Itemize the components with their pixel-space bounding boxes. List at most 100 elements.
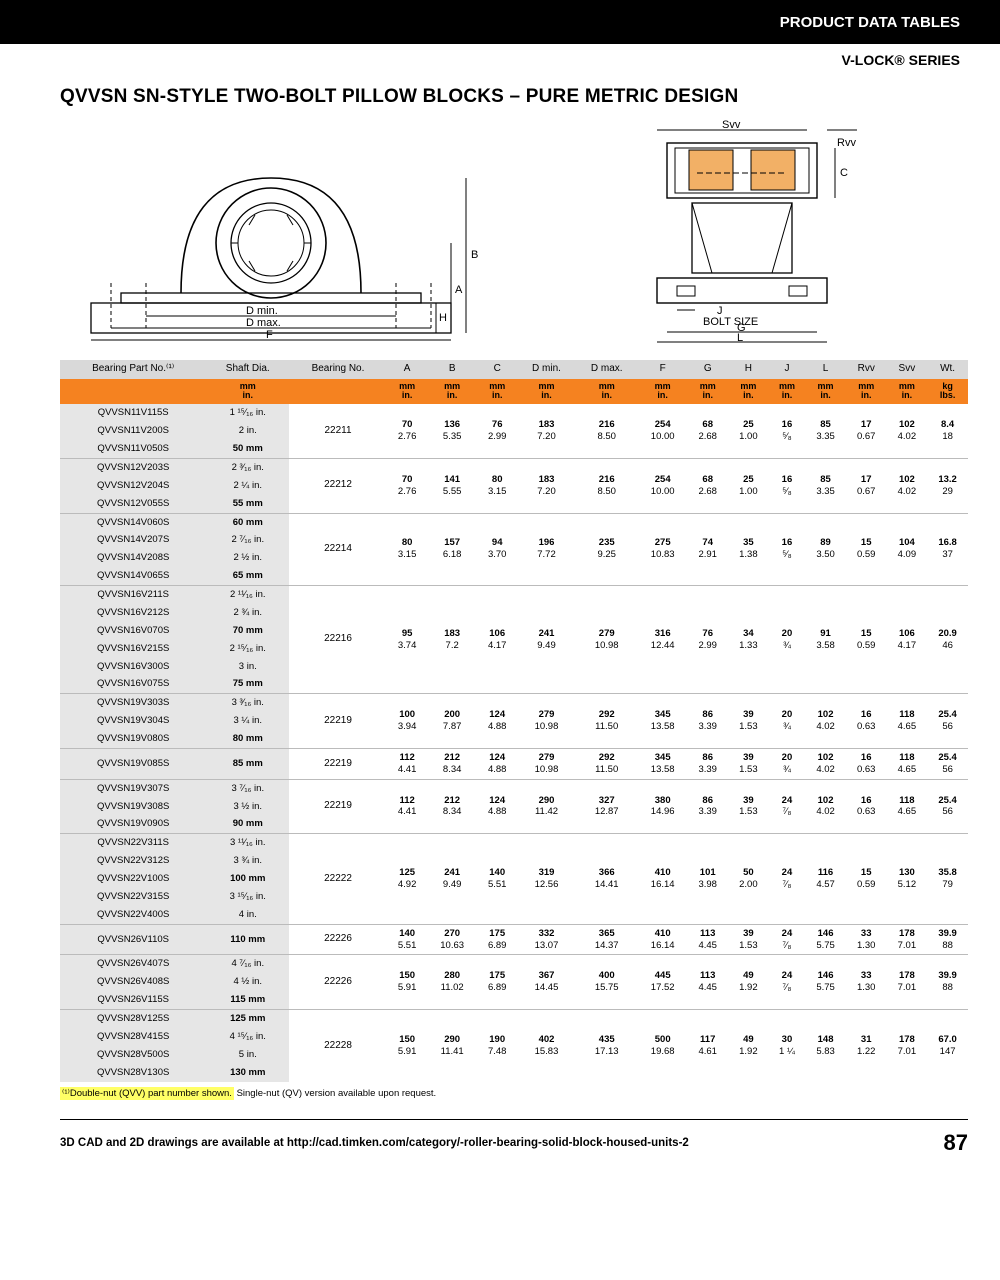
shaft-dia: 110 mm [206,924,289,955]
value-cell: 29211.50 [575,694,638,749]
svg-text:D max.: D max. [246,317,281,329]
col-header: Rvv [846,360,887,379]
value-cell: 863.39 [687,694,728,749]
value-cell: 27010.63 [427,924,476,955]
shaft-dia: 4 ¹⁵⁄₁₆ in. [206,1028,289,1046]
shaft-dia: 2 ¹⁵⁄₁₆ in. [206,640,289,658]
value-cell: 1967.72 [518,513,576,586]
value-cell: 762.99 [477,404,518,458]
svg-text:Rvv: Rvv [837,137,856,149]
footer-bar: 3D CAD and 2D drawings are available at … [60,1119,968,1156]
col-header: Svv [887,360,928,379]
value-cell: 943.70 [477,513,518,586]
part-no: QVVSN28V130S [60,1064,206,1082]
value-cell: 2007.87 [427,694,476,749]
value-cell: 1064.17 [887,586,928,694]
table-row: QVVSN14V060S60 mm22214803.151576.18943.7… [60,513,968,531]
value-cell: 25.456 [927,748,968,779]
part-no: QVVSN28V500S [60,1046,206,1064]
part-no: QVVSN12V204S [60,477,206,495]
table-row: QVVSN19V307S3 ⁷⁄₁₆ in.222191124.412128.3… [60,779,968,797]
top-bar: PRODUCT DATA TABLES [0,0,1000,44]
value-cell: 36614.41 [575,834,638,924]
value-cell: 351.38 [728,513,769,586]
value-cell: 1134.45 [687,955,728,1010]
unit-header: mmin. [206,379,289,405]
shaft-dia: 80 mm [206,730,289,748]
table-row: QVVSN28V125S125 mm222281505.9129011.4119… [60,1010,968,1028]
diagram-row: B A H D min. D max. F Svv Rvv [60,118,968,348]
value-cell: 2128.34 [427,779,476,834]
part-no: QVVSN14V207S [60,531,206,549]
value-cell: 27510.83 [638,513,687,586]
value-cell: 2419.49 [518,586,576,694]
value-cell: 1044.09 [887,513,928,586]
bearing-no: 22226 [289,955,387,1010]
value-cell: 8.418 [927,404,968,458]
part-no: QVVSN14V208S [60,549,206,567]
value-cell: 20¾ [769,586,806,694]
table-head: Bearing Part No.⁽¹⁾Shaft Dia.Bearing No.… [60,360,968,404]
value-cell: 251.00 [728,458,769,513]
value-cell: 863.39 [687,779,728,834]
part-no: QVVSN19V307S [60,779,206,797]
col-header: A [387,360,428,379]
value-cell: 50019.68 [638,1010,687,1082]
value-cell: 33213.07 [518,924,576,955]
shaft-dia: 3 ¹¹⁄₁₆ in. [206,834,289,852]
shaft-dia: 75 mm [206,675,289,693]
value-cell: 391.53 [728,924,769,955]
value-cell: 1787.01 [887,955,928,1010]
value-cell: 311.22 [846,1010,887,1082]
svg-text:H: H [439,312,447,324]
part-no: QVVSN19V308S [60,798,206,816]
part-no: QVVSN26V115S [60,991,206,1009]
shaft-dia: 90 mm [206,815,289,833]
shaft-dia: 130 mm [206,1064,289,1082]
table-row: QVVSN12V203S2 ³⁄₁₆ in.22212702.761415.55… [60,458,968,476]
svg-text:B: B [471,249,478,261]
value-cell: 682.68 [687,458,728,513]
part-no: QVVSN26V110S [60,924,206,955]
part-no: QVVSN22V312S [60,852,206,870]
value-cell: 40015.75 [575,955,638,1010]
value-cell: 2419.49 [427,834,476,924]
bearing-no: 22219 [289,779,387,834]
footnote: ⁽¹⁾Double-nut (QVV) part number shown. S… [60,1088,968,1099]
value-cell: 893.50 [805,513,846,586]
value-cell: 1465.75 [805,924,846,955]
value-cell: 29011.42 [518,779,576,834]
value-cell: 803.15 [387,513,428,586]
value-cell: 1244.88 [477,748,518,779]
table-row: QVVSN19V303S3 ³⁄₁₆ in.222191003.942007.8… [60,694,968,712]
value-cell: 1485.83 [805,1010,846,1082]
value-cell: 1024.02 [887,458,928,513]
value-cell: 682.68 [687,404,728,458]
part-no: QVVSN11V200S [60,422,206,440]
shaft-dia: 3 ¹⁵⁄₁₆ in. [206,888,289,906]
part-no: QVVSN26V408S [60,973,206,991]
col-header: Shaft Dia. [206,360,289,379]
value-cell: 1024.02 [887,404,928,458]
value-cell: 40215.83 [518,1010,576,1082]
value-cell: 1124.41 [387,748,428,779]
value-cell: 491.92 [728,1010,769,1082]
value-cell: 67.0147 [927,1010,968,1082]
value-cell: 35.879 [927,834,968,924]
value-cell: 150.59 [846,586,887,694]
value-cell: 25410.00 [638,404,687,458]
col-header: C [477,360,518,379]
shaft-dia: 60 mm [206,513,289,531]
value-cell: 39.988 [927,924,968,955]
part-no: QVVSN28V125S [60,1010,206,1028]
table-row: QVVSN16V211S2 ¹¹⁄₁₆ in.22216953.741837.2… [60,586,968,604]
value-cell: 1013.98 [687,834,728,924]
value-cell: 27910.98 [518,748,576,779]
svg-text:A: A [455,284,463,296]
value-cell: 1134.45 [687,924,728,955]
value-cell: 913.58 [805,586,846,694]
value-cell: 1837.20 [518,458,576,513]
value-cell: 2168.50 [575,458,638,513]
diagram-side: Svv Rvv C J BOLT SIZE G [526,118,968,348]
value-cell: 1405.51 [387,924,428,955]
